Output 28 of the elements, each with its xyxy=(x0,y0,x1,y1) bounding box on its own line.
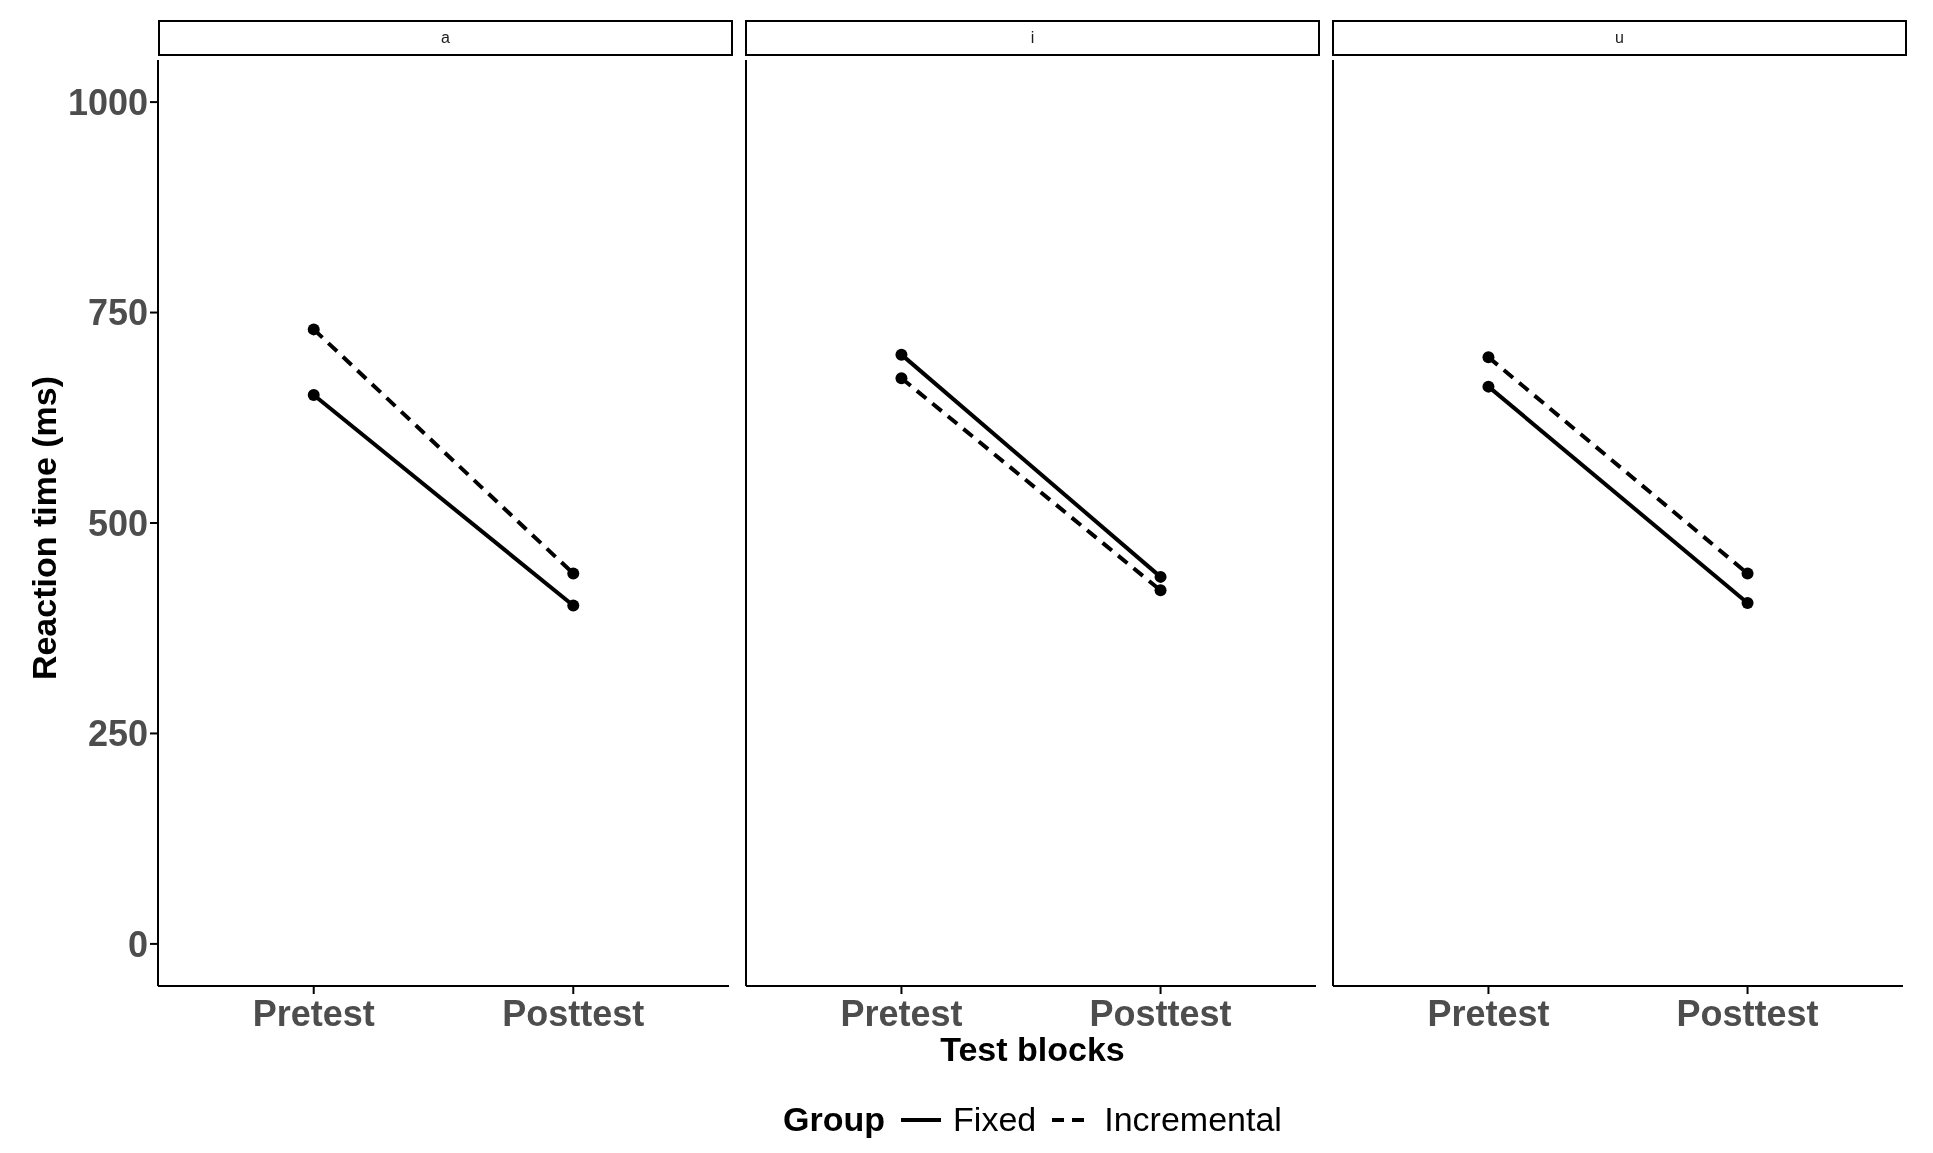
point xyxy=(1154,584,1167,597)
point xyxy=(1741,596,1754,609)
x-tick-label: Posttest xyxy=(502,992,645,1034)
y-tick-label: 1000 xyxy=(67,81,148,123)
y-tick-label: 250 xyxy=(87,713,148,755)
y-tick-label: 750 xyxy=(87,292,148,334)
point xyxy=(895,348,908,361)
point xyxy=(1741,567,1754,580)
point xyxy=(1482,351,1495,364)
point xyxy=(1482,380,1495,393)
point xyxy=(567,599,580,612)
legend-label: Incremental xyxy=(1104,1100,1282,1139)
point xyxy=(567,567,580,580)
chart-title: a xyxy=(158,20,733,56)
chart-title: i xyxy=(745,20,1320,56)
y-axis-title: Reaction time (ms) xyxy=(24,375,64,681)
y-tick-label: 0 xyxy=(127,923,148,965)
x-tick-label: Pretest xyxy=(252,992,375,1034)
legend-title: Group xyxy=(783,1100,886,1139)
point xyxy=(895,372,908,385)
point xyxy=(307,323,320,336)
x-tick-label: Pretest xyxy=(1427,992,1550,1034)
x-tick-label: Posttest xyxy=(1676,992,1819,1034)
point xyxy=(1154,570,1167,583)
legend-label: Fixed xyxy=(953,1100,1037,1139)
y-tick-label: 500 xyxy=(87,502,148,544)
chart-title: u xyxy=(1332,20,1907,56)
point xyxy=(307,389,320,402)
